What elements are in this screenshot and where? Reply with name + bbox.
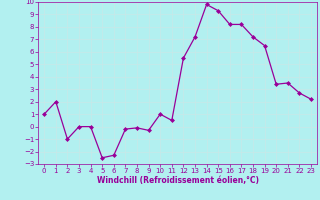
X-axis label: Windchill (Refroidissement éolien,°C): Windchill (Refroidissement éolien,°C) [97, 176, 259, 185]
